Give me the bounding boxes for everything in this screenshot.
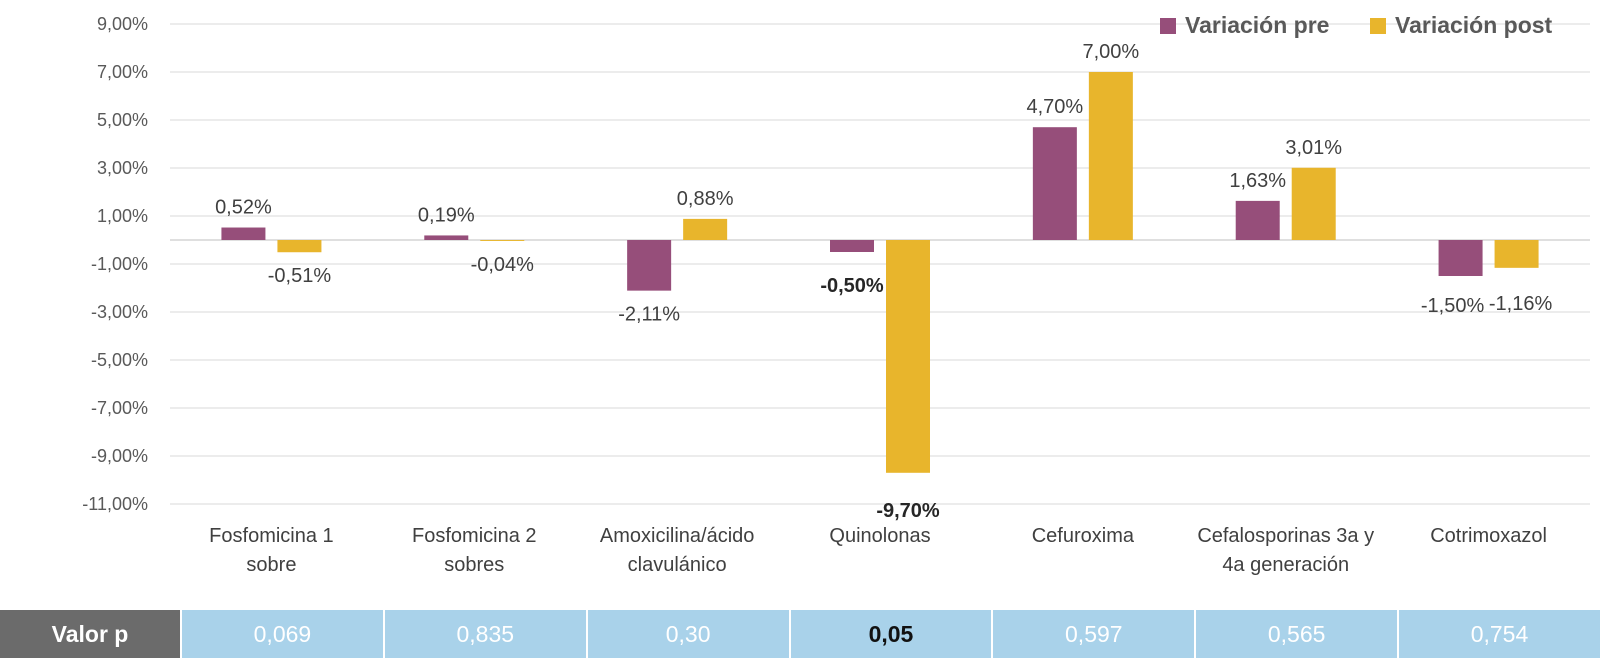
bar-post bbox=[277, 240, 322, 253]
legend-swatch-post bbox=[1370, 18, 1386, 34]
data-labels: 0,52% 0,19% -2,11% -0,50% 4,70% 1,63% -1,50% -0… bbox=[215, 41, 1552, 522]
bar-post bbox=[683, 218, 728, 240]
data-label: -0,04% bbox=[471, 254, 535, 276]
legend-swatch-pre bbox=[1160, 18, 1176, 34]
p-value-cell: 0,597 bbox=[993, 610, 1197, 658]
p-value-cell: 0,05 bbox=[790, 610, 994, 658]
x-category-label: Fosfomicina 1 bbox=[209, 525, 334, 547]
data-label: 3,01% bbox=[1285, 137, 1342, 159]
data-label: -2,11% bbox=[618, 304, 680, 326]
bar-chart: 9,00% 7,00% 5,00% 3,00% 1,00% -1,00% -3,00% -5,… bbox=[82, 12, 1590, 576]
bar-pre bbox=[1032, 127, 1077, 240]
y-tick-label: -7,00% bbox=[91, 398, 148, 418]
y-tick-label: -9,00% bbox=[91, 446, 148, 466]
x-category-label: sobres bbox=[444, 554, 504, 576]
y-tick-label: 3,00% bbox=[97, 158, 148, 178]
x-category-label: Fosfomicina 2 bbox=[412, 525, 537, 547]
x-category-label: Cefuroxima bbox=[1032, 525, 1135, 547]
data-label: 4,70% bbox=[1026, 96, 1083, 118]
bars bbox=[221, 72, 1539, 473]
y-tick-label: -11,00% bbox=[82, 494, 148, 514]
data-label: 0,52% bbox=[215, 197, 272, 219]
bar-pre bbox=[424, 235, 469, 240]
p-value-cell: 0,565 bbox=[1196, 610, 1400, 658]
p-value-cell: 0,835 bbox=[384, 610, 588, 658]
bar-post bbox=[886, 240, 930, 473]
p-value-cell: 0,30 bbox=[587, 610, 791, 658]
p-value-cell: 0,069 bbox=[182, 610, 385, 658]
bar-post bbox=[1494, 240, 1539, 268]
y-tick-label: 7,00% bbox=[97, 62, 148, 82]
x-category-label: sobre bbox=[246, 554, 296, 576]
data-label: -0,50% bbox=[820, 275, 884, 297]
x-category-label: 4a generación bbox=[1222, 554, 1349, 576]
data-label: 0,88% bbox=[677, 188, 734, 210]
data-label: 7,00% bbox=[1082, 41, 1139, 63]
p-value-header: Valor p bbox=[0, 610, 182, 658]
y-tick-label: 1,00% bbox=[97, 206, 148, 226]
bar-pre bbox=[627, 240, 672, 291]
legend: Variación pre Variación post bbox=[1160, 12, 1553, 38]
x-axis-categories: Fosfomicina 1 sobre Fosfomicina 2 sobres Amo… bbox=[209, 525, 1547, 576]
y-tick-label: -3,00% bbox=[91, 302, 148, 322]
x-category-label: Cefalosporinas 3a y bbox=[1197, 525, 1374, 547]
legend-label-pre: Variación pre bbox=[1185, 12, 1329, 38]
y-tick-label: 9,00% bbox=[97, 14, 148, 34]
p-value-table: Valor p 0,069 0,835 0,30 0,05 0,597 0,565 0,75… bbox=[0, 610, 1602, 658]
p-value-cell: 0,754 bbox=[1399, 610, 1602, 658]
data-label: 1,63% bbox=[1229, 170, 1286, 192]
grid-lines bbox=[170, 23, 1590, 505]
x-category-label: clavulánico bbox=[628, 554, 727, 576]
x-category-label: Amoxicilina/ácido bbox=[600, 525, 755, 547]
bar-pre bbox=[830, 240, 874, 252]
x-category-label: Cotrimoxazol bbox=[1430, 525, 1547, 547]
y-tick-label: -1,00% bbox=[91, 254, 148, 274]
bar-post bbox=[1088, 72, 1133, 240]
data-label: -1,50% bbox=[1421, 295, 1485, 317]
data-label: -9,70% bbox=[876, 500, 940, 522]
data-label: 0,19% bbox=[418, 204, 475, 226]
data-label: -1,16% bbox=[1489, 293, 1553, 315]
legend-label-post: Variación post bbox=[1395, 12, 1553, 38]
bar-pre bbox=[221, 227, 266, 240]
y-tick-label: -5,00% bbox=[91, 350, 148, 370]
bar-pre bbox=[1438, 240, 1483, 276]
y-axis-ticks: 9,00% 7,00% 5,00% 3,00% 1,00% -1,00% -3,00% -5,… bbox=[82, 14, 148, 514]
bar-post bbox=[1291, 167, 1336, 240]
y-tick-label: 5,00% bbox=[97, 110, 148, 130]
data-label: -0,51% bbox=[268, 265, 332, 287]
bar-pre bbox=[1235, 200, 1280, 240]
x-category-label: Quinolonas bbox=[829, 525, 930, 547]
bar-post bbox=[480, 240, 525, 241]
